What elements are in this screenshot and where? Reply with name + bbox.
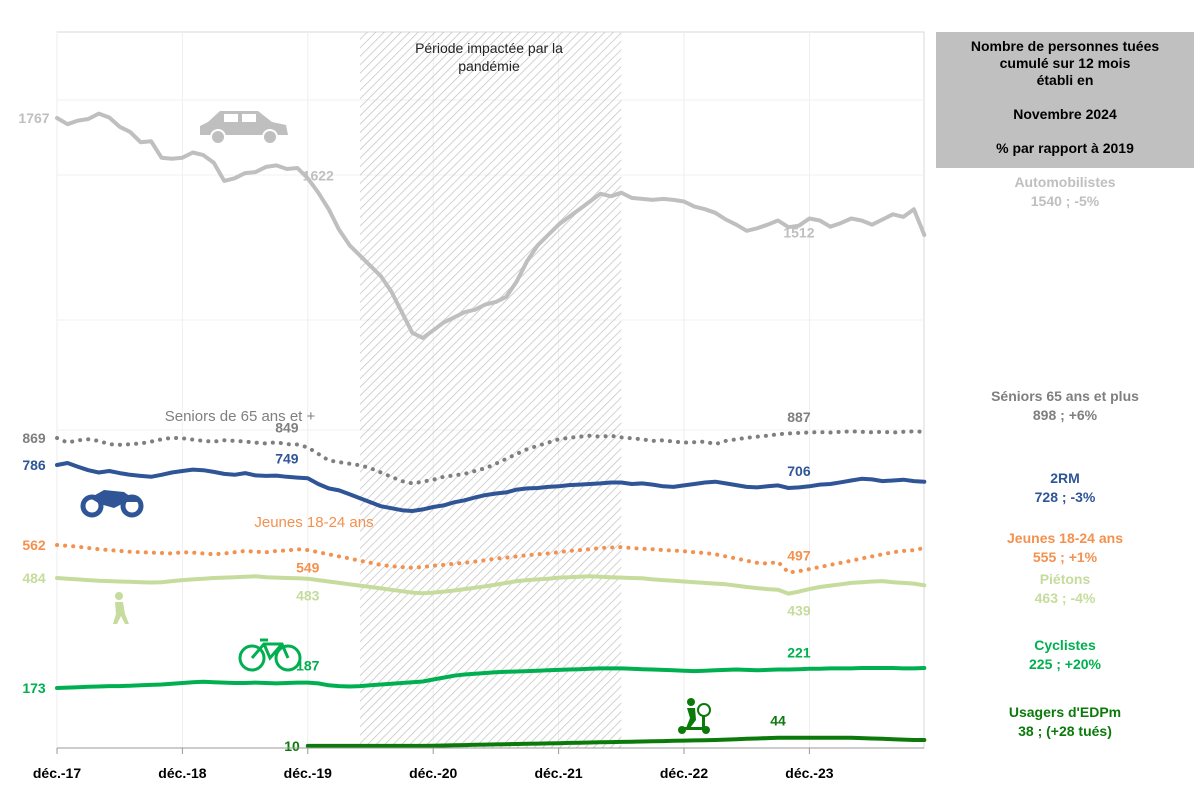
data-label-cyclistes: 173 [22, 680, 46, 696]
data-label-2rm: 706 [787, 463, 811, 479]
series-label-seniors: Seniors de 65 ans et + [165, 408, 316, 425]
x-tick-label: déc.-17 [33, 765, 81, 781]
info-spacer-2 [936, 123, 1194, 140]
legend-2rm-summary: 728 ; -3% [1034, 489, 1096, 505]
series-line-seniors [55, 429, 927, 486]
data-label-pietons: 484 [22, 570, 46, 586]
x-tick-label: déc.-22 [660, 765, 708, 781]
pandemic-label-line2: pandémie [458, 58, 520, 74]
data-labels: 1767 1622 1512 869 849 887 Seniors de 65 ans e… [18, 110, 814, 754]
data-label-pietons: 439 [787, 603, 811, 619]
legend-auto: Automobilistes 1540 ; -5% [936, 173, 1194, 211]
info-line-2: cumulé sur 12 mois [999, 55, 1131, 71]
legend-seniors-summary: 898 ; +6% [1032, 407, 1098, 423]
x-tick-label: déc.-23 [785, 765, 833, 781]
data-label-jeunes: 497 [787, 548, 811, 564]
data-label-seniors: 869 [22, 430, 46, 446]
motorcycle-icon [80, 490, 144, 518]
legend-auto-summary: 1540 ; -5% [1030, 193, 1100, 209]
data-label-jeunes: 562 [22, 537, 46, 553]
legend-seniors-name: Séniors 65 ans et plus [991, 388, 1139, 404]
legend-jeunes: Jeunes 18-24 ans 555 ; +1% [936, 529, 1194, 567]
info-line-1: Nombre de personnes tuées [970, 38, 1160, 54]
x-tick-label: déc.-19 [284, 765, 332, 781]
data-label-edpm: 10 [284, 738, 300, 754]
legend-seniors: Séniors 65 ans et plus 898 ; +6% [936, 387, 1194, 425]
data-label-seniors: 887 [787, 409, 811, 425]
info-line-5: % par rapport à 2019 [996, 140, 1134, 156]
series-line-pietons [55, 574, 927, 596]
info-box: Nombre de personnes tuées cumulé sur 12 … [936, 32, 1194, 168]
legend-2rm-name: 2RM [1050, 470, 1080, 486]
legend-auto-name: Automobilistes [1014, 174, 1116, 190]
data-label-auto: 1512 [783, 224, 814, 240]
data-label-2rm: 786 [22, 457, 46, 473]
legend-jeunes-name: Jeunes 18-24 ans [1007, 530, 1123, 546]
legend-cyclistes: Cyclistes 225 ; +20% [936, 636, 1194, 674]
data-label-auto: 1622 [303, 168, 334, 184]
x-tick-label: déc.-18 [158, 765, 206, 781]
legend-edpm: Usagers d'EDPm 38 ; (+28 tués) [936, 703, 1194, 741]
series-line-2rm [55, 461, 927, 513]
data-label-edpm: 44 [770, 713, 786, 729]
series-line-auto [55, 111, 927, 340]
data-label-2rm: 749 [275, 451, 299, 467]
data-label-pietons: 483 [296, 587, 320, 603]
x-axis: déc.-17 déc.-18 déc.-19 déc.-20 déc.-21 déc.-… [33, 747, 924, 781]
scooter-icon [678, 698, 711, 734]
legend-edpm-summary: 38 ; (+28 tués) [1018, 723, 1112, 739]
legend-pietons: Piétons 463 ; -4% [936, 570, 1194, 608]
series-line-jeunes [55, 543, 927, 575]
data-label-jeunes: 549 [296, 560, 320, 576]
data-label-auto: 1767 [18, 110, 49, 126]
legend-2rm: 2RM 728 ; -3% [936, 469, 1194, 507]
info-line-3: établi en [1036, 72, 1094, 88]
info-spacer-1 [936, 89, 1194, 106]
series-line-edpm [305, 735, 927, 748]
legend-cyclistes-name: Cyclistes [1034, 637, 1096, 653]
data-label-cyclistes: 221 [787, 645, 811, 661]
series-layer [55, 111, 927, 748]
info-line-4: Novembre 2024 [1013, 106, 1117, 122]
pedestrian-icon [113, 592, 129, 624]
legend-pietons-name: Piétons [1039, 571, 1091, 587]
car-icon [200, 111, 288, 145]
pandemic-label-line1: Période impactée par la [415, 40, 563, 56]
legend-cyclistes-summary: 225 ; +20% [1029, 656, 1101, 672]
x-tick-label: déc.-21 [534, 765, 582, 781]
legend-edpm-name: Usagers d'EDPm [1008, 704, 1122, 720]
legend-pietons-summary: 463 ; -4% [1034, 590, 1096, 606]
data-label-cyclistes: 187 [296, 658, 320, 674]
pandemic-period-shading [360, 32, 622, 748]
x-tick-label: déc.-20 [409, 765, 457, 781]
data-label-seniors: 849 [275, 420, 299, 436]
legend-jeunes-summary: 555 ; +1% [1032, 549, 1098, 565]
series-label-jeunes: Jeunes 18-24 ans [254, 514, 373, 531]
bicycle-icon [238, 638, 302, 672]
series-line-cyclistes [55, 666, 927, 690]
